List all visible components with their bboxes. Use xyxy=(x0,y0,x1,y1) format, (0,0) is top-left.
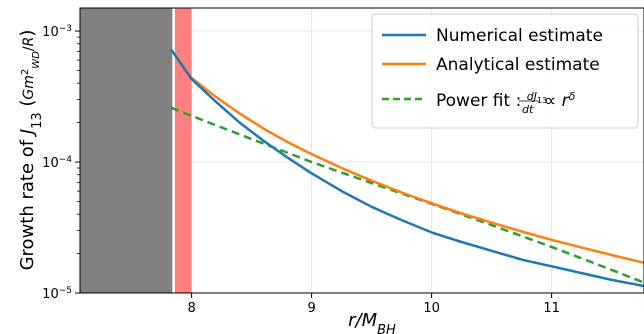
legend-label-power-fit: Power fit : dJ13 xyxy=(436,90,547,111)
x-tick-label: 10 xyxy=(423,301,440,316)
series-line-analytical-estimate xyxy=(170,48,644,265)
legend-label-numerical: Numerical estimate xyxy=(436,26,603,46)
plot-frame xyxy=(79,7,644,294)
x-axis-label: r/MBH xyxy=(348,310,396,334)
y-tick-layer: 10−5 10−4 10−3 xyxy=(42,24,80,302)
y-tick-label: 10−5 xyxy=(42,286,72,302)
series-line-numerical-estimate xyxy=(170,48,644,288)
legend-box xyxy=(371,13,639,129)
shaded-region-layer xyxy=(80,8,192,293)
x-tick-label: 8 xyxy=(187,301,195,316)
legend-proportional-text: ∝ rδ xyxy=(544,90,576,112)
red-region xyxy=(173,8,192,293)
series-line-power-fit xyxy=(170,106,644,284)
y-tick-label: 10−3 xyxy=(42,24,72,40)
legend-fraction-denominator: dt xyxy=(522,103,534,116)
series-layer xyxy=(170,48,644,288)
x-tick-label: 11 xyxy=(543,301,560,316)
y-tick-label: 10−4 xyxy=(42,155,72,171)
gray-region xyxy=(80,8,174,293)
legend: Numerical estimate Analytical estimate P… xyxy=(371,13,639,129)
x-tick-label: 9 xyxy=(307,301,315,316)
x-tick-layer: 8 9 10 11 xyxy=(187,293,560,316)
legend-label-analytical: Analytical estimate xyxy=(436,55,600,75)
y-axis-label: Growth rate of J13 (Gm2WD/R) xyxy=(17,30,45,271)
